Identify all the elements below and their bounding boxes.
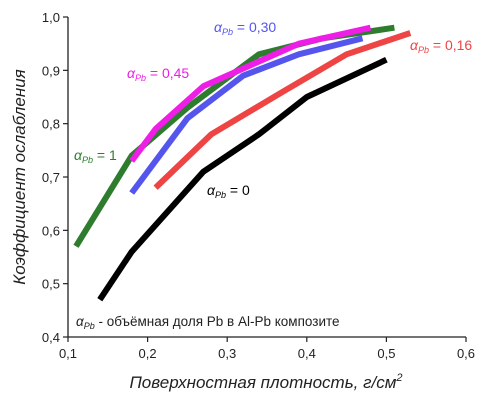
series-line-3	[153, 30, 412, 190]
ticks: 0,1 0,2 0,3 0,4 0,5 0,6 0,4 0,5 0,6 0,7 0,8 0,9 1,0	[42, 10, 475, 361]
series-label-2: αPb = 0,30	[214, 19, 276, 37]
series-lines	[73, 24, 412, 302]
series-label-0: αPb = 1	[74, 147, 117, 165]
series-line-0	[73, 24, 395, 248]
series-line-1	[129, 24, 372, 163]
series-labels: αPb = 1 αPb = 0,45 αPb = 0,30 αPb = 0,16 αPb…	[74, 19, 472, 200]
series-label-3: αPb = 0,16	[410, 37, 472, 55]
x-tick-label: 0,3	[218, 346, 236, 361]
x-tick-label: 0,1	[59, 346, 77, 361]
y-tick-label: 0,5	[42, 277, 60, 292]
y-tick-label: 0,4	[42, 330, 60, 345]
y-tick-label: 0,8	[42, 117, 60, 132]
x-tick-label: 0,5	[377, 346, 395, 361]
y-tick-label: 0,7	[42, 170, 60, 185]
y-tick-label: 1,0	[42, 10, 60, 25]
y-tick-label: 0,6	[42, 223, 60, 238]
x-tick-label: 0,2	[139, 346, 157, 361]
x-tick-label: 0,4	[298, 346, 316, 361]
series-label-1: αPb = 0,45	[127, 65, 189, 83]
x-tick-label: 0,6	[457, 346, 475, 361]
series-line-4	[97, 56, 388, 302]
legend-note: αPb - объёмная доля Pb в Al-Pb композите	[76, 314, 340, 331]
series-line-2	[129, 35, 364, 195]
y-axis-title: Коэффициент ослабления	[10, 69, 29, 285]
y-tick-label: 0,9	[42, 63, 60, 78]
series-label-4: αPb = 0	[207, 182, 250, 200]
x-axis-title: Поверхностная плотность, г/см2	[129, 372, 402, 392]
